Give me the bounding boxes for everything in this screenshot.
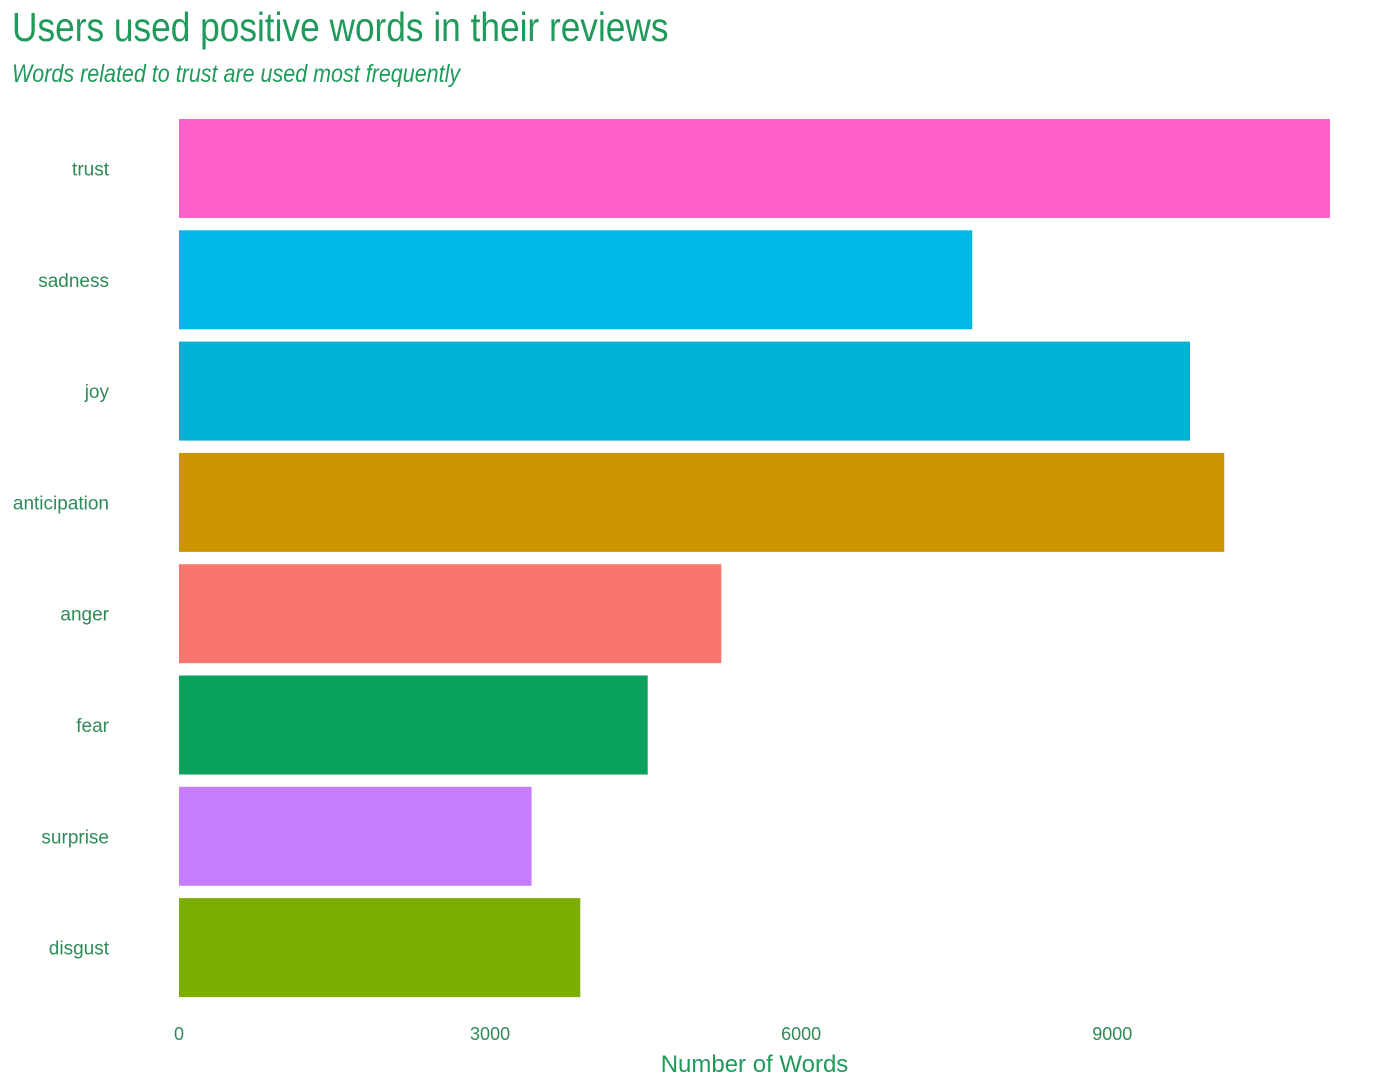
category-label-sadness: sadness (38, 271, 109, 292)
x-tick-label: 6000 (781, 1024, 821, 1044)
bar-anger (179, 564, 722, 664)
bar-disgust (179, 898, 581, 998)
category-label-trust: trust (72, 160, 110, 181)
category-label-anticipation: anticipation (13, 493, 109, 514)
bar-joy (179, 341, 1191, 441)
category-label-anger: anger (60, 605, 109, 626)
bar-anticipation (179, 452, 1225, 552)
chart-subtitle: Words related to trust are used most fre… (12, 60, 461, 88)
category-label-surprise: surprise (41, 827, 109, 848)
chart-title: Users used positive words in their revie… (12, 4, 669, 50)
category-label-fear: fear (76, 716, 109, 737)
category-label-joy: joy (84, 382, 110, 403)
bar-fear (179, 675, 648, 775)
x-tick-label: 9000 (1092, 1024, 1132, 1044)
x-axis-title: Number of Words (661, 1051, 849, 1078)
bar-surprise (179, 786, 532, 886)
category-label-disgust: disgust (49, 939, 110, 960)
x-tick-label: 0 (174, 1024, 184, 1044)
x-tick-label: 3000 (470, 1024, 510, 1044)
bar-trust (179, 119, 1330, 218)
bar-sadness (179, 230, 973, 330)
